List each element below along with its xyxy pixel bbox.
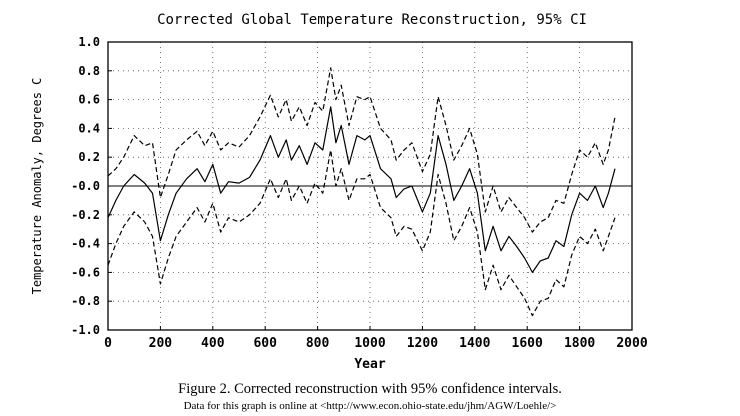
x-tick-label: 1200: [407, 336, 438, 351]
y-tick-label: 0.8: [78, 64, 100, 78]
y-tick-label: 0.6: [78, 93, 100, 107]
x-tick-label: 800: [306, 336, 330, 351]
y-tick-label: -0.6: [71, 265, 100, 279]
x-axis-label: Year: [354, 357, 385, 372]
y-tick-label: 0.2: [78, 150, 100, 164]
series-line-lower-ci: [107, 149, 616, 317]
y-tick-label: -1.0: [71, 323, 100, 337]
x-tick-label: 400: [201, 336, 225, 351]
series-line-upper-ci: [107, 67, 616, 233]
y-tick-label: -0.4: [71, 237, 100, 251]
x-tick-label: 1600: [512, 336, 543, 351]
x-axis: 0 200 400 600 800 1000 1200 1400 1600 1800 2000: [104, 326, 648, 351]
x-tick-label: 2000: [616, 336, 647, 351]
y-tick-label: 1.0: [78, 35, 100, 49]
y-tick-label: -0.0: [71, 179, 100, 193]
y-axis: 1.0 0.8 0.6 0.4 0.2 -0.0 -0.2 -0.4 -0.6 -0.8 -1.0: [71, 35, 112, 337]
series-line-reconstruction: [107, 106, 616, 273]
x-tick-label: 600: [253, 336, 277, 351]
chart-title: Corrected Global Temperature Reconstruct…: [157, 12, 587, 28]
data-source-note: Data for this graph is online at <http:/…: [183, 400, 557, 412]
y-axis-label: Temperature Anomaly, Degrees C: [30, 78, 44, 295]
x-tick-label: 0: [104, 336, 112, 351]
x-tick-label: 200: [149, 336, 173, 351]
temperature-chart: Corrected Global Temperature Reconstruct…: [30, 12, 648, 372]
y-tick-label: 0.4: [78, 121, 100, 135]
x-tick-label: 1800: [564, 336, 595, 351]
y-tick-label: -0.8: [71, 294, 100, 308]
y-tick-label: -0.2: [71, 208, 100, 222]
figure-caption: Figure 2. Corrected reconstruction with …: [178, 381, 562, 397]
x-tick-label: 1000: [354, 336, 385, 351]
series-group: [107, 67, 616, 317]
x-tick-label: 1400: [459, 336, 490, 351]
